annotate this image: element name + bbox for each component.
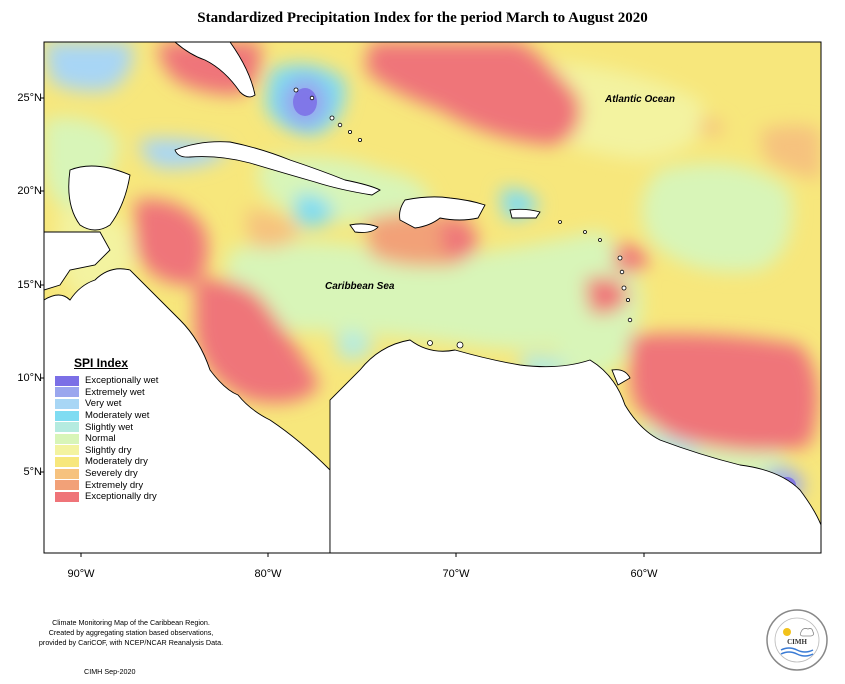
legend-swatch bbox=[55, 433, 79, 444]
lat-label-5n: 5°N bbox=[23, 466, 42, 478]
legend-swatch bbox=[55, 491, 79, 502]
spi-legend: SPI Index Exceptionally wet Extremely wet… bbox=[52, 356, 174, 503]
legend-swatch bbox=[55, 480, 79, 491]
island-outlines bbox=[293, 87, 633, 349]
legend-label: Exceptionally dry bbox=[85, 491, 157, 503]
lat-label-15n: 15°N bbox=[17, 279, 42, 291]
lat-label-20n: 20°N bbox=[17, 185, 42, 197]
legend-swatch bbox=[55, 456, 79, 467]
axis-ticks bbox=[40, 97, 645, 557]
footnote-line: Created by aggregating station based obs… bbox=[48, 628, 214, 637]
atlantic-ocean-label: Atlantic Ocean bbox=[605, 94, 676, 105]
legend-label: Exceptionally wet bbox=[85, 375, 159, 387]
legend-item: Slightly dry bbox=[55, 445, 174, 457]
logo-text: CIMH bbox=[787, 638, 807, 646]
legend-swatch bbox=[55, 398, 79, 409]
lon-label-70w: 70°W bbox=[442, 568, 470, 580]
legend-item: Extremely wet bbox=[55, 387, 174, 399]
caribbean-sea-label: Caribbean Sea bbox=[325, 281, 395, 292]
legend-label: Slightly dry bbox=[85, 444, 132, 456]
legend-label: Slightly wet bbox=[85, 421, 134, 433]
legend-item: Moderately dry bbox=[55, 456, 174, 468]
legend-swatch bbox=[55, 387, 79, 398]
footnote-line: provided by CariCOF, with NCEP/NCAR Rean… bbox=[38, 638, 224, 647]
lon-label-90w: 90°W bbox=[67, 568, 95, 580]
footnote: Climate Monitoring Map of the Caribbean … bbox=[36, 618, 226, 648]
legend-item: Extremely dry bbox=[55, 479, 174, 491]
legend-label: Very wet bbox=[85, 398, 122, 410]
land-outlines bbox=[44, 42, 821, 553]
legend-swatch bbox=[55, 422, 79, 433]
legend-item: Slightly wet bbox=[55, 421, 174, 433]
lat-label-25n: 25°N bbox=[17, 92, 42, 104]
legend-label: Moderately dry bbox=[85, 456, 148, 468]
legend-item: Exceptionally wet bbox=[55, 375, 174, 387]
legend-swatch bbox=[55, 445, 79, 456]
legend-label: Moderately wet bbox=[85, 410, 150, 422]
lon-label-80w: 80°W bbox=[254, 568, 282, 580]
legend-swatch bbox=[55, 468, 79, 479]
legend-label: Normal bbox=[85, 433, 116, 445]
legend-item: Exceptionally dry bbox=[55, 491, 174, 503]
legend-items: Exceptionally wet Extremely wet Very wet Mo… bbox=[52, 375, 174, 503]
lon-label-60w: 60°W bbox=[630, 568, 658, 580]
legend-title: SPI Index bbox=[74, 356, 129, 370]
legend-label: Extremely wet bbox=[85, 386, 145, 398]
legend-item: Moderately wet bbox=[55, 410, 174, 422]
credit-text: CIMH Sep-2020 bbox=[84, 667, 136, 676]
lat-label-10n: 10°N bbox=[17, 372, 42, 384]
legend-swatch bbox=[55, 375, 79, 386]
cimh-logo: CIMH bbox=[766, 609, 828, 671]
legend-item: Very wet bbox=[55, 398, 174, 410]
legend-swatch bbox=[55, 410, 79, 421]
footnote-line: Climate Monitoring Map of the Caribbean … bbox=[52, 618, 210, 627]
spi-field bbox=[44, 42, 821, 553]
map-title: Standardized Precipitation Index for the… bbox=[197, 10, 648, 26]
legend-label: Extremely dry bbox=[85, 479, 144, 491]
legend-item: Severely dry bbox=[55, 468, 174, 480]
legend-label: Severely dry bbox=[85, 468, 138, 480]
legend-item: Normal bbox=[55, 433, 174, 445]
